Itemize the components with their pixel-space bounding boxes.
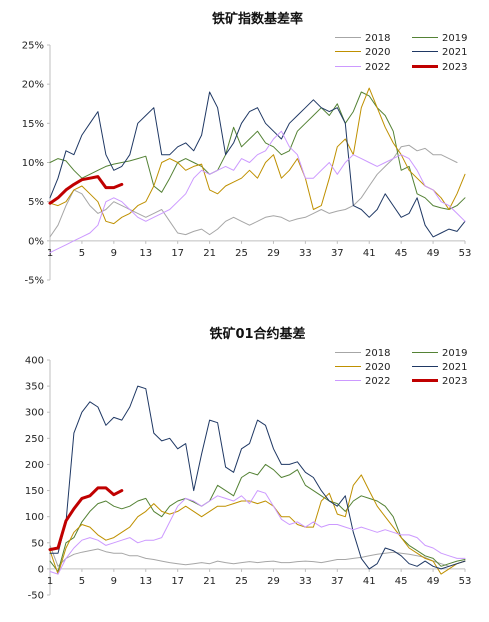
x-tick-label: 45 [395, 248, 408, 259]
x-tick-label: 53 [459, 248, 472, 259]
legend-label-2023: 2023 [442, 376, 467, 387]
x-tick-label: 25 [235, 576, 248, 587]
series-line-2019 [49, 91, 466, 210]
y-tick-label: 25% [22, 41, 44, 52]
chart-2: 铁矿01合约基差 -50 0 50 100 150 200 250 300 350 400 1 5 9 13… [25, 326, 471, 602]
series-line-2018 [49, 144, 458, 238]
y-tick-label: 15% [22, 119, 44, 130]
x-tick-label: 13 [139, 576, 152, 587]
y-tick-label: 350 [25, 382, 44, 393]
x-tick-label: 41 [363, 248, 376, 259]
chart-1: 铁矿指数基差率 -5% 0% 5% 10% 15% 20% 25% 1 5 9 13 17 21 25 29 3… [22, 11, 472, 287]
x-tick-label: 5 [79, 248, 85, 259]
x-tick-label: 17 [171, 576, 184, 587]
series-line-2021 [49, 385, 466, 570]
y-tick-label: -50 [28, 591, 44, 602]
x-tick-label: 29 [267, 248, 280, 259]
legend-label-2019: 2019 [442, 33, 467, 44]
x-tick-label: 37 [331, 576, 344, 587]
chart-title: 铁矿指数基差率 [211, 11, 303, 27]
x-tick-label: 13 [139, 248, 152, 259]
x-tick-label: 9 [111, 248, 117, 259]
x-tick-label: 41 [363, 576, 376, 587]
x-tick-label: 17 [171, 248, 184, 259]
x-tick-label: 33 [299, 248, 312, 259]
y-tick-label: 5% [28, 197, 44, 208]
y-tick-label: 250 [25, 434, 44, 445]
y-tick-label: 50 [31, 538, 44, 549]
x-tick-label: 49 [427, 576, 440, 587]
legend-label-2021: 2021 [442, 362, 467, 373]
y-tick-label: 20% [22, 80, 44, 91]
legend: 2018 2019 2020 2021 2022 2023 [335, 348, 467, 387]
series-line-2023 [48, 486, 124, 552]
x-tick-label: 1 [47, 248, 53, 259]
series-line-2022 [49, 490, 466, 575]
legend-label-2020: 2020 [365, 362, 390, 373]
x-tick-label: 25 [235, 248, 248, 259]
x-tick-label: 1 [47, 576, 53, 587]
legend-label-2018: 2018 [365, 348, 390, 359]
y-tick-label: -5% [25, 276, 44, 287]
series-line-2019 [49, 463, 466, 572]
series-line-2021 [49, 91, 466, 238]
x-tick-label: 45 [395, 576, 408, 587]
legend-label-2022: 2022 [365, 62, 390, 73]
series-line-2020 [49, 474, 466, 575]
series-line-2022 [49, 130, 466, 254]
series-line-2023 [48, 175, 124, 205]
y-tick-label: 200 [25, 460, 44, 471]
series-line-2020 [49, 87, 466, 225]
y-tick-label: 100 [25, 512, 44, 523]
legend-label-2020: 2020 [365, 47, 390, 58]
x-tick-label: 53 [459, 576, 472, 587]
y-tick-label: 150 [25, 486, 44, 497]
legend-label-2021: 2021 [442, 47, 467, 58]
x-tick-label: 49 [427, 248, 440, 259]
series-line-2018 [49, 544, 466, 567]
x-tick-label: 21 [203, 576, 216, 587]
x-tick-label: 21 [203, 248, 216, 259]
legend-label-2018: 2018 [365, 33, 390, 44]
x-tick-label: 29 [267, 576, 280, 587]
legend-label-2019: 2019 [442, 348, 467, 359]
y-tick-label: 0 [38, 564, 44, 575]
y-tick-label: 300 [25, 408, 44, 419]
y-tick-label: 400 [25, 356, 44, 367]
x-tick-label: 9 [111, 576, 117, 587]
x-tick-label: 33 [299, 576, 312, 587]
x-tick-label: 5 [79, 576, 85, 587]
y-tick-label: 0% [28, 236, 44, 247]
y-tick-label: 10% [22, 158, 44, 169]
chart-title: 铁矿01合约基差 [208, 326, 305, 342]
legend: 2018 2019 2020 2021 2022 2023 [335, 33, 467, 73]
x-tick-label: 37 [331, 248, 344, 259]
legend-label-2022: 2022 [365, 376, 390, 387]
legend-label-2023: 2023 [442, 62, 467, 73]
